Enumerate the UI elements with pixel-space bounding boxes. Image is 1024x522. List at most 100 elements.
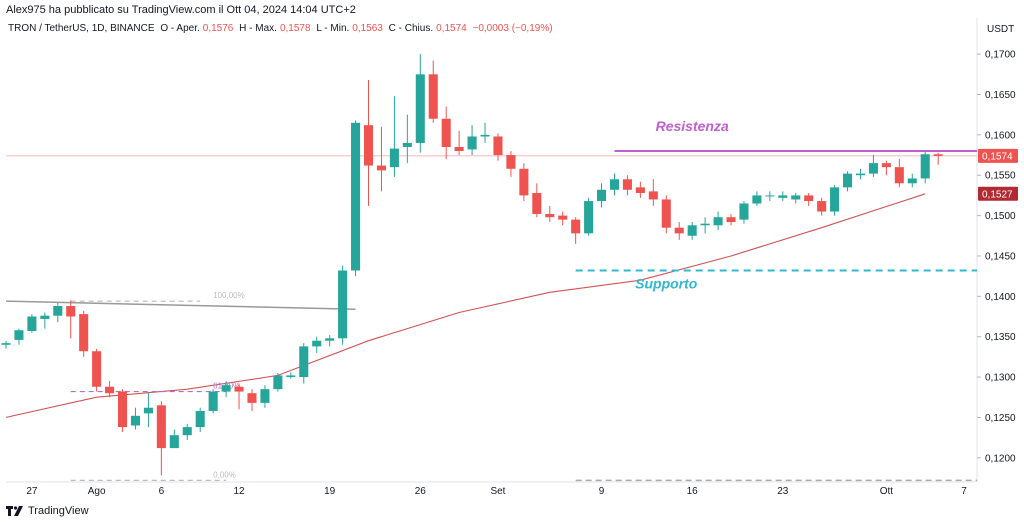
candle	[221, 381, 231, 398]
candle-body	[247, 393, 257, 403]
candle-body	[156, 405, 166, 449]
candle	[260, 385, 270, 408]
price-unit-label: USDT	[987, 24, 1015, 35]
candle-body	[169, 435, 179, 449]
candle-body	[791, 195, 801, 200]
candle-body	[713, 217, 723, 226]
candle-body	[506, 155, 516, 169]
candle-body	[843, 173, 853, 188]
candle-body	[273, 375, 283, 390]
candle	[143, 393, 153, 428]
price-chart[interactable]: 0,1200 0,1250 0,1300 0,1350 0,1400 0,1450 0,15…	[0, 0, 1024, 500]
change-value: −0,0003 (−0,19%)	[472, 23, 553, 34]
open-value: 0,1576	[202, 23, 234, 34]
candle-body	[66, 306, 76, 317]
candle-body	[325, 338, 335, 341]
candle	[480, 122, 490, 143]
candle-body	[765, 195, 775, 197]
x-tick-label: Ott	[880, 486, 894, 497]
x-tick-label: 19	[324, 486, 336, 497]
candle-body	[351, 122, 361, 271]
candle-body	[804, 195, 814, 202]
candle	[726, 213, 736, 226]
close-value: 0,1574	[436, 23, 467, 34]
candle	[40, 312, 50, 329]
high-value: 0,1578	[279, 23, 311, 34]
y-tick-label: 0,1350	[985, 332, 1016, 343]
candle-body	[881, 163, 891, 168]
candle-body	[635, 187, 645, 193]
candle	[791, 192, 801, 204]
candle-body	[105, 386, 115, 394]
candle-body	[338, 270, 348, 339]
candle-body	[363, 125, 374, 166]
candle-body	[920, 154, 930, 179]
candle	[325, 335, 335, 347]
candle	[338, 265, 348, 345]
candle-body	[299, 346, 309, 378]
candle-body	[894, 167, 904, 184]
candle	[376, 126, 386, 192]
candle	[169, 429, 179, 449]
candle-body	[415, 74, 425, 143]
candle-body	[1, 343, 11, 345]
price-badge-label: 0,1527	[982, 189, 1013, 200]
candle-body	[376, 165, 386, 171]
footer-brand[interactable]: TradingView	[28, 505, 89, 517]
candle-body	[597, 189, 607, 202]
candle	[635, 181, 645, 198]
candle	[532, 183, 542, 218]
price-badge	[978, 186, 1018, 201]
candle	[506, 151, 516, 177]
candle-body	[532, 192, 542, 214]
y-tick-label: 0,1650	[985, 90, 1016, 101]
candle-body	[778, 195, 788, 198]
candle	[558, 211, 568, 226]
candle	[907, 173, 917, 188]
low-label: L - Min.	[316, 23, 350, 34]
candle	[363, 79, 374, 206]
candle	[66, 300, 76, 339]
open-label: O - Aper.	[160, 23, 200, 34]
symbol-title[interactable]: TRON / TetherUS, 1D, BINANCE	[8, 23, 155, 34]
candle-body	[661, 199, 671, 228]
candle	[519, 163, 529, 202]
candle-body	[467, 136, 477, 150]
published-by-text: Alex975 ha pubblicato su TradingView.com…	[6, 4, 356, 16]
candle-body	[428, 74, 438, 119]
candle-body	[558, 215, 568, 220]
candle	[14, 328, 24, 345]
candle-body	[402, 142, 412, 147]
candle-body	[933, 154, 943, 156]
candle	[27, 314, 37, 333]
candle-body	[40, 315, 50, 319]
candle	[402, 114, 412, 164]
candle	[1, 340, 11, 349]
candle-body	[208, 391, 218, 411]
candle-body	[454, 146, 464, 152]
candle	[247, 389, 257, 411]
x-tick-label: 27	[26, 486, 38, 497]
candle	[713, 211, 723, 231]
candle	[467, 125, 477, 156]
y-tick-label: 0,1700	[985, 50, 1016, 61]
x-tick-label: 26	[415, 486, 427, 497]
y-tick-label: 0,1400	[985, 292, 1016, 303]
fib-level-label: 100,00%	[213, 291, 245, 300]
candle	[765, 191, 775, 202]
candle	[804, 192, 814, 206]
candle	[195, 407, 205, 432]
candle-body	[855, 173, 866, 176]
candle-body	[195, 410, 205, 428]
candle-body	[868, 163, 878, 174]
candle-body	[27, 316, 37, 332]
candle	[415, 54, 425, 153]
candle	[855, 168, 866, 180]
y-tick-label: 0,1300	[985, 373, 1016, 384]
candle	[79, 310, 89, 357]
candle	[299, 343, 309, 384]
symbol-legend: TRON / TetherUS, 1D, BINANCE O - Aper. 0,…	[8, 23, 556, 34]
candle-body	[545, 213, 555, 218]
supporto-label: Supporto	[635, 275, 698, 291]
candle	[622, 175, 632, 196]
